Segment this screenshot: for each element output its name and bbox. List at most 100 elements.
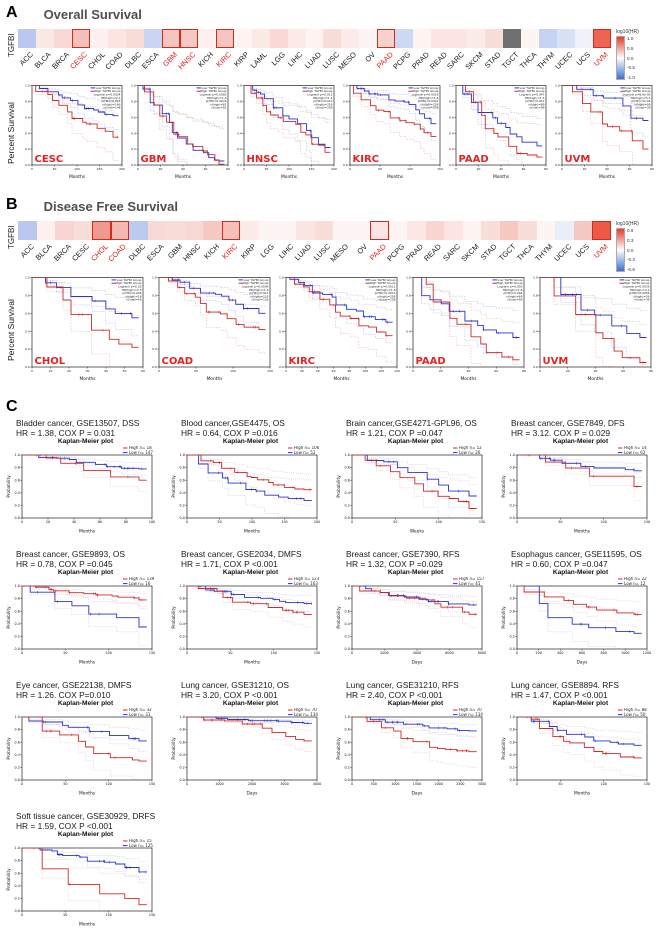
svg-text:150: 150 bbox=[479, 520, 485, 524]
svg-text:Months: Months bbox=[587, 376, 604, 381]
heatmap-cell-LAML: LAML bbox=[248, 29, 270, 83]
svg-text:n(low)=69: n(low)=69 bbox=[507, 298, 522, 302]
cancer-label: MESO bbox=[336, 50, 359, 72]
svg-text:400: 400 bbox=[557, 651, 563, 655]
svg-text:0.6: 0.6 bbox=[15, 871, 20, 875]
svg-text:Low n= 134: Low n= 134 bbox=[459, 712, 483, 717]
plot-title: Bladder cancer, GSE13507, DSS bbox=[16, 418, 140, 428]
heatmap-cell-KICH: KICH bbox=[195, 29, 216, 83]
svg-text:150: 150 bbox=[314, 651, 320, 655]
svg-text:0.6: 0.6 bbox=[15, 609, 20, 613]
km-row-dfs: Percent Survival 0.0 0.2 0.4 0.6 0.8 1.0 0 10 20… bbox=[6, 275, 660, 386]
svg-text:n(high)=69: n(high)=69 bbox=[506, 294, 523, 298]
km-plot-area: 0.0 0.2 0.4 0.6 0.8 1.0 0 500 1000 1500 2000 2500 30… bbox=[336, 707, 495, 801]
km-plot-dfs-PAAD: 0.0 0.2 0.4 0.6 0.8 1.0 0 20 40 60 80 Months Low TGF… bbox=[400, 275, 527, 386]
cancer-label: KICH bbox=[195, 50, 215, 69]
svg-text:0.4: 0.4 bbox=[25, 329, 30, 333]
svg-text:0.8: 0.8 bbox=[180, 466, 185, 470]
heatmap-cell-box bbox=[333, 221, 352, 240]
svg-text:0.6: 0.6 bbox=[510, 609, 515, 613]
svg-text:150: 150 bbox=[267, 369, 273, 373]
svg-text:0.6: 0.6 bbox=[555, 115, 560, 119]
svg-text:High TGFBI Group: High TGFBI Group bbox=[519, 89, 545, 93]
svg-text:1.0: 1.0 bbox=[25, 84, 30, 88]
km-svg-CESC: 0.0 0.2 0.4 0.6 0.8 1.0 0 50 100 150 200 Months Low … bbox=[25, 84, 125, 180]
svg-text:Low TGFBI Group: Low TGFBI Group bbox=[414, 86, 439, 90]
km-plot-area: 0.0 0.2 0.4 0.6 0.8 1.0 0 50 100 150 200 Probabilit… bbox=[171, 445, 330, 539]
svg-text:0.8: 0.8 bbox=[15, 728, 20, 732]
svg-text:0: 0 bbox=[351, 651, 353, 655]
heatmap-cell-box bbox=[521, 29, 540, 48]
svg-text:1.0: 1.0 bbox=[510, 453, 515, 457]
heatmap-cell-box bbox=[125, 29, 144, 48]
svg-text:HR(high)=1.4: HR(high)=1.4 bbox=[313, 96, 333, 100]
plot-subtitle-hr-cox: HR = 1.26. COX P=0.010 bbox=[16, 690, 111, 700]
heatmap-cell-box bbox=[555, 221, 574, 240]
heatmap-cell-box bbox=[592, 221, 611, 240]
heatmap-cell-UVM: UVM bbox=[592, 221, 611, 275]
plot-title: Breast cancer, GSE9893, OS bbox=[16, 549, 125, 559]
svg-text:2000: 2000 bbox=[248, 782, 256, 786]
svg-text:Logrank p=0.047: Logrank p=0.047 bbox=[519, 93, 544, 97]
svg-text:0.2: 0.2 bbox=[510, 766, 515, 770]
cancer-label: KIRP bbox=[239, 242, 258, 261]
cancer-corner-label: UVM bbox=[565, 154, 591, 165]
km-plot-area: 0.0 0.2 0.4 0.6 0.8 1.0 0 50 100 150 Probability Mo… bbox=[6, 576, 165, 670]
svg-text:0: 0 bbox=[455, 167, 457, 171]
km-plot-area: 0.0 0.2 0.4 0.6 0.8 1.0 0 50 100 150 Probability Mo… bbox=[501, 445, 660, 539]
svg-text:140: 140 bbox=[394, 369, 400, 373]
km-plot-area: 0.0 0.2 0.4 0.6 0.8 1.0 0 2000 4000 6000 8000 Proba… bbox=[336, 576, 495, 670]
svg-text:n(high)=259: n(high)=259 bbox=[314, 102, 332, 106]
svg-text:Months: Months bbox=[281, 174, 298, 179]
svg-text:Logrank p=0.0095: Logrank p=0.0095 bbox=[242, 285, 269, 289]
km-svg: 0.0 0.2 0.4 0.6 0.8 1.0 0 50 100 150 Probability Mo… bbox=[6, 707, 155, 796]
km-svg-CHOL: 0.0 0.2 0.4 0.6 0.8 1.0 0 10 20 30 40 50 60 Months Low… bbox=[25, 276, 145, 382]
svg-text:1.0: 1.0 bbox=[510, 584, 515, 588]
svg-text:p(HR)=0.011: p(HR)=0.011 bbox=[250, 291, 269, 295]
svg-text:40: 40 bbox=[467, 369, 471, 373]
heatmap-cell-THCA: THCA bbox=[518, 29, 540, 83]
svg-text:0.6: 0.6 bbox=[345, 609, 350, 613]
svg-text:0: 0 bbox=[412, 369, 414, 373]
km-plot-card: Lung cancer, GSE31210, RFS HR = 2.40, CO… bbox=[336, 680, 495, 801]
svg-text:0.8: 0.8 bbox=[25, 294, 30, 298]
cancer-label: LAML bbox=[248, 50, 269, 71]
km-svg: 0.0 0.2 0.4 0.6 0.8 1.0 0 50 100 150 Probability Mo… bbox=[501, 707, 650, 796]
plot-title: Eye cancer, GSE22138, DMFS bbox=[16, 680, 132, 690]
svg-text:High n= 123: High n= 123 bbox=[294, 577, 320, 581]
svg-text:0.2: 0.2 bbox=[25, 147, 30, 151]
svg-text:1000: 1000 bbox=[215, 782, 223, 786]
plot-subtitle-hr-cox: HR = 1.32, COX P =0.029 bbox=[346, 559, 443, 569]
heatmap-cell-LUSC: LUSC bbox=[312, 221, 334, 275]
svg-text:0.6: 0.6 bbox=[180, 478, 185, 482]
svg-text:0.8: 0.8 bbox=[343, 100, 348, 104]
plot-title: Esophagus cancer, GSE11595, OS bbox=[511, 549, 642, 559]
svg-text:150: 150 bbox=[644, 782, 650, 786]
svg-text:0.0: 0.0 bbox=[510, 778, 515, 782]
heatmap-cell-LIHC: LIHC bbox=[286, 29, 306, 83]
svg-text:150: 150 bbox=[97, 167, 103, 171]
plot-title: Lung cancer, GSE31210, RFS bbox=[346, 680, 459, 690]
svg-text:0: 0 bbox=[516, 520, 518, 524]
svg-text:0.2: 0.2 bbox=[237, 147, 242, 151]
svg-text:HR(high)=1.6: HR(high)=1.6 bbox=[419, 96, 439, 100]
cancer-label: LGG bbox=[269, 50, 287, 68]
heatmap-cell-COAD: COAD bbox=[107, 221, 130, 275]
svg-text:80: 80 bbox=[226, 167, 230, 171]
heatmap-cell-box bbox=[36, 221, 56, 240]
svg-text:0.2: 0.2 bbox=[406, 347, 411, 351]
svg-text:60: 60 bbox=[98, 520, 102, 524]
svg-text:0: 0 bbox=[21, 782, 23, 786]
svg-text:100: 100 bbox=[106, 913, 112, 917]
svg-text:1.0: 1.0 bbox=[345, 715, 350, 719]
panel-label-c: C bbox=[6, 398, 18, 415]
plot-subtitle-hr-cox: HR = 0.78, COX P =0.045 bbox=[16, 559, 113, 569]
km-plot-area: 0.0 0.2 0.4 0.6 0.8 1.0 0 200 400 600 800 1000 1200 P… bbox=[501, 576, 660, 670]
svg-text:0.8: 0.8 bbox=[15, 597, 20, 601]
y-axis-label-percent-survival: Percent Survival bbox=[6, 299, 16, 362]
km-svg-UVM: 0.0 0.2 0.4 0.6 0.8 1.0 0 20 40 60 80 Months Low TGF… bbox=[555, 84, 654, 180]
svg-text:1000: 1000 bbox=[621, 651, 629, 655]
svg-text:1000: 1000 bbox=[391, 782, 399, 786]
svg-text:Probability: Probability bbox=[501, 606, 506, 629]
heatmap-cell-box bbox=[593, 29, 611, 48]
